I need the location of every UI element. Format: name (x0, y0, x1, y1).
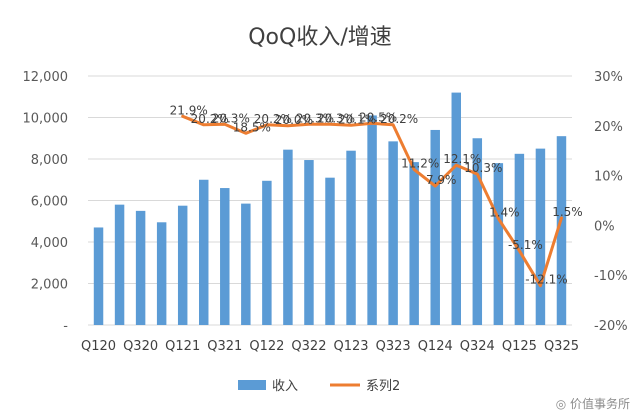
data-label: 1.5% (552, 205, 583, 219)
bar (346, 150, 356, 325)
bar-series (93, 92, 567, 325)
data-labels: 21.9%20.2%20.3%18.5%20.2%20.0%20.3%20.3%… (170, 103, 583, 286)
bar (367, 115, 377, 325)
x-tick-label: Q125 (502, 339, 537, 354)
data-label: 12.1% (443, 152, 481, 166)
bar (535, 148, 546, 325)
y-left-tick-label: 6,000 (31, 195, 68, 210)
bar (114, 204, 125, 325)
y-axis-right: -20% -10% 0% 10% 20% 30% (594, 70, 628, 334)
bar (472, 138, 483, 325)
x-tick-label: Q120 (81, 339, 116, 354)
series-line (181, 114, 563, 288)
data-label: 10.3% (464, 161, 502, 175)
bar (451, 92, 461, 325)
data-label: 18.5% (233, 120, 271, 134)
y-right-tick-label: -20% (594, 319, 628, 334)
bar (514, 153, 525, 325)
y-right-tick-label: 10% (594, 170, 623, 185)
data-label: 7.9% (426, 173, 457, 187)
y-right-tick-label: 30% (594, 70, 623, 85)
y-right-tick-label: 0% (594, 219, 615, 234)
x-axis: Q120 Q320 Q121 Q321 Q122 Q322 Q123 Q323 Q124 Q324… (81, 339, 579, 354)
x-tick-label: Q122 (249, 339, 284, 354)
data-label: 20.3% (296, 111, 334, 125)
x-tick-label: Q325 (544, 339, 579, 354)
chart-title: QoQ收入/增速 (248, 25, 392, 50)
data-label: 20.1% (338, 112, 376, 126)
watermark: ◎ 价值事务所 (556, 395, 630, 412)
data-label: 20.3% (317, 111, 355, 125)
line-series (181, 114, 563, 288)
y-left-tick-label: - (63, 319, 68, 334)
data-label: 20.2% (254, 112, 292, 126)
watermark-text: 价值事务所 (569, 397, 630, 411)
bar (388, 141, 398, 325)
data-label: 21.9% (170, 103, 208, 117)
data-label: 20.2% (191, 112, 229, 126)
legend-swatch-bar (238, 380, 266, 390)
data-label: 20.0% (275, 113, 313, 127)
data-label: 1.4% (489, 205, 520, 219)
data-label: 20.2% (380, 112, 418, 126)
x-tick-label: Q123 (334, 339, 369, 354)
bar (325, 177, 335, 325)
bar (493, 163, 504, 325)
x-tick-label: Q124 (418, 339, 453, 354)
y-left-tick-label: 12,000 (23, 70, 69, 85)
bar (177, 205, 188, 325)
bar (241, 203, 251, 325)
data-label: -12.1% (525, 273, 567, 287)
bar (262, 180, 272, 325)
data-label: 20.5% (359, 110, 397, 124)
weibo-icon: ◎ (555, 397, 570, 411)
bar (220, 188, 230, 325)
bar (556, 136, 567, 325)
bar (93, 227, 104, 325)
data-label: 20.3% (212, 111, 250, 125)
bar (304, 160, 314, 325)
bar (199, 179, 209, 325)
data-label: -5.1% (508, 238, 543, 252)
bar (156, 222, 167, 325)
y-left-tick-label: 4,000 (31, 236, 68, 251)
y-axis-left: - 2,000 4,000 6,000 8,000 10,000 12,000 (23, 70, 69, 334)
legend: 收入 系列2 (238, 379, 400, 394)
y-left-tick-label: 10,000 (23, 112, 69, 127)
bar (135, 210, 146, 325)
y-left-tick-label: 8,000 (31, 153, 68, 168)
x-tick-label: Q320 (123, 339, 158, 354)
x-tick-label: Q322 (291, 339, 326, 354)
x-tick-label: Q121 (165, 339, 200, 354)
legend-label: 系列2 (366, 379, 400, 394)
bar (430, 129, 440, 325)
bar (409, 162, 419, 325)
y-right-tick-label: 20% (594, 120, 623, 135)
x-tick-label: Q323 (376, 339, 411, 354)
legend-label: 收入 (272, 379, 298, 394)
y-right-tick-label: -10% (594, 269, 628, 284)
x-tick-label: Q324 (460, 339, 495, 354)
bar (283, 149, 293, 325)
y-left-tick-label: 2,000 (31, 278, 68, 293)
data-label: 11.2% (401, 157, 439, 171)
x-tick-label: Q321 (207, 339, 242, 354)
